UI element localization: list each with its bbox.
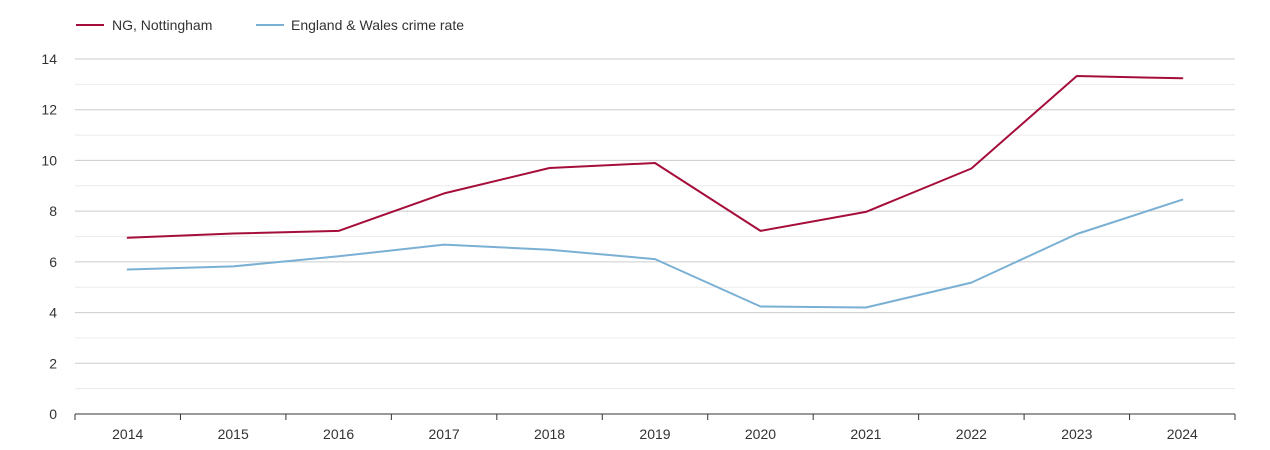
y-tick-label: 8 [49,203,57,219]
y-axis: 0 2 4 6 8 10 12 14 [41,51,57,422]
y-tick-label: 14 [41,51,57,67]
legend: NG, Nottingham England & Wales crime rat… [76,17,464,33]
x-tick-label: 2019 [639,426,670,442]
series-line-england-wales[interactable] [126,198,1184,309]
y-tick-label: 10 [41,152,57,168]
x-tick-label: 2021 [850,426,881,442]
x-tick-label: 2020 [745,426,776,442]
x-tick-label: 2023 [1061,426,1092,442]
y-tick-label: 2 [49,355,57,371]
series-line-nottingham[interactable] [126,75,1184,239]
y-tick-label: 12 [41,102,57,118]
grid [75,58,1235,390]
legend-label-nottingham: NG, Nottingham [112,17,212,33]
legend-item-nottingham[interactable]: NG, Nottingham [76,17,212,33]
x-tick-label: 2024 [1167,426,1198,442]
y-tick-label: 6 [49,254,57,270]
y-tick-label: 4 [49,305,57,321]
x-tick-label: 2015 [218,426,249,442]
y-tick-label: 0 [49,406,57,422]
legend-item-england-wales[interactable]: England & Wales crime rate [256,17,464,33]
x-tick-label: 2017 [429,426,460,442]
x-tick-label: 2016 [323,426,354,442]
series-layer [126,75,1184,309]
x-tick-label: 2022 [956,426,987,442]
legend-label-england-wales: England & Wales crime rate [291,17,464,33]
x-axis: 2014 2015 2016 2017 2018 2019 2020 2021 2022 2023… [74,413,1236,442]
x-tick-label: 2018 [534,426,565,442]
x-tick-label: 2014 [112,426,143,442]
